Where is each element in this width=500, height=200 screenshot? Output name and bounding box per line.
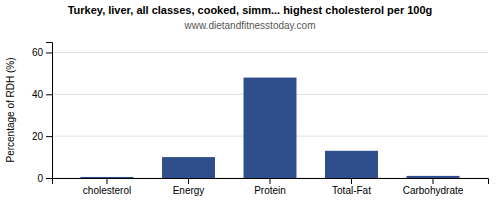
x-tick-mark bbox=[432, 178, 433, 184]
y-tick-label: 20 bbox=[32, 131, 44, 142]
y-tick-mark bbox=[46, 136, 52, 137]
x-tick: Total-Fat bbox=[332, 178, 371, 196]
x-tick-mark bbox=[270, 178, 271, 184]
x-tick-mark bbox=[351, 178, 352, 184]
x-tick-label: Carbohydrate bbox=[403, 185, 464, 196]
grid-line bbox=[52, 52, 488, 53]
bar bbox=[81, 177, 134, 178]
y-tick-mark bbox=[46, 178, 52, 179]
title: Turkey, liver, all classes, cooked, simm… bbox=[68, 4, 433, 16]
x-tick-label: cholesterol bbox=[83, 185, 131, 196]
y-tick-label: 40 bbox=[32, 89, 44, 100]
x-tick-label: Energy bbox=[173, 185, 205, 196]
bar bbox=[325, 151, 378, 178]
y-tick-mark bbox=[46, 52, 52, 53]
bars bbox=[81, 78, 460, 178]
chart-container: Turkey, liver, all classes, cooked, simm… bbox=[0, 0, 500, 200]
y-tick: 60 bbox=[32, 47, 52, 58]
y-tick-label: 60 bbox=[32, 47, 44, 58]
y-axis: 0 20 40 60 bbox=[32, 43, 53, 184]
x-tick-label: Total-Fat bbox=[332, 185, 371, 196]
y-tick: 20 bbox=[32, 131, 52, 142]
x-axis: cholesterol Energy Protein Total-Fat Carbohy… bbox=[53, 178, 489, 196]
x-tick-mark bbox=[107, 178, 108, 184]
plot-area: cholesterol Energy Protein Total-Fat Carbohy… bbox=[32, 43, 489, 197]
y-tick: 0 bbox=[37, 173, 52, 184]
x-tick-mark bbox=[188, 178, 189, 184]
grid bbox=[52, 52, 488, 178]
bar bbox=[244, 78, 297, 178]
x-tick: Protein bbox=[254, 178, 286, 196]
y-tick: 40 bbox=[32, 89, 52, 100]
y-tick-label: 0 bbox=[37, 173, 43, 184]
x-axis-line bbox=[53, 179, 489, 185]
x-tick: Carbohydrate bbox=[403, 178, 464, 196]
y-axis-title: Percentage of RDH (%) bbox=[5, 57, 16, 162]
chart-svg: Turkey, liver, all classes, cooked, simm… bbox=[0, 0, 500, 200]
subtitle: www.dietandfitnesstoday.com bbox=[184, 20, 316, 31]
x-tick: cholesterol bbox=[83, 178, 131, 196]
x-tick: Energy bbox=[173, 178, 205, 196]
bar bbox=[162, 157, 215, 178]
y-tick-mark bbox=[46, 94, 52, 95]
y-axis-line bbox=[46, 43, 53, 179]
bar bbox=[407, 176, 460, 178]
x-tick-label: Protein bbox=[254, 185, 286, 196]
